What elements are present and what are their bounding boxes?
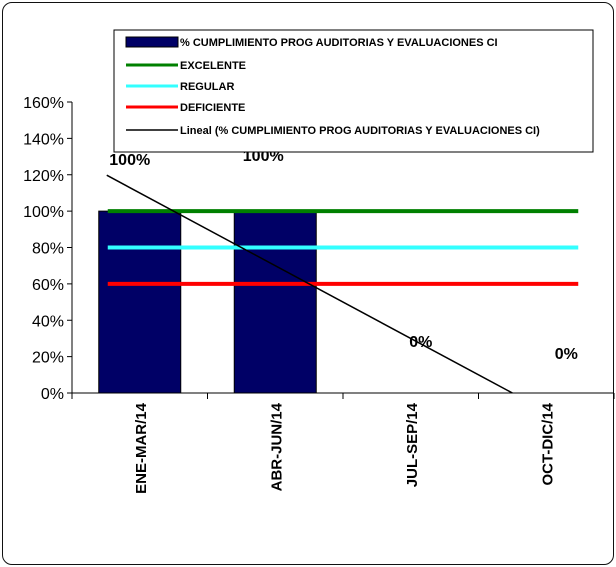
y-tick-label: 120% (23, 168, 64, 185)
data-label: 100% (109, 152, 150, 169)
y-tick-label: 20% (32, 350, 64, 367)
x-category-label: JUL-SEP/14 (404, 402, 421, 487)
y-tick-label: 160% (23, 95, 64, 112)
y-tick-label: 140% (23, 131, 64, 148)
legend-label: % CUMPLIMIENTO PROG AUDITORIAS Y EVALUAC… (180, 37, 498, 49)
bar (233, 210, 317, 394)
y-tick-label: 80% (32, 241, 64, 258)
legend-label: EXCELENTE (180, 60, 246, 72)
legend-box (113, 29, 594, 153)
legend-swatch (125, 36, 179, 48)
bar (98, 210, 182, 394)
y-tick-label: 60% (32, 277, 64, 294)
trend-line (106, 174, 513, 394)
x-category-label: ABR-JUN/14 (268, 402, 285, 491)
y-tick-label: 40% (32, 313, 64, 330)
data-label: 0% (555, 346, 578, 363)
chart-svg: 0% 20% 40% 60% 80% 100% 120% 140% 160% ENE-MAR/14… (23, 29, 615, 494)
x-category-label: OCT-DIC/14 (539, 402, 556, 485)
data-label: 0% (409, 334, 432, 351)
x-category-label: ENE-MAR/14 (133, 402, 150, 494)
legend-label: DEFICIENTE (180, 102, 245, 114)
y-tick-label: 100% (23, 204, 64, 221)
legend-label: REGULAR (180, 81, 234, 93)
legend-label: Lineal (% CUMPLIMIENTO PROG AUDITORIAS Y… (180, 125, 540, 137)
y-tick-label: 0% (41, 386, 64, 403)
